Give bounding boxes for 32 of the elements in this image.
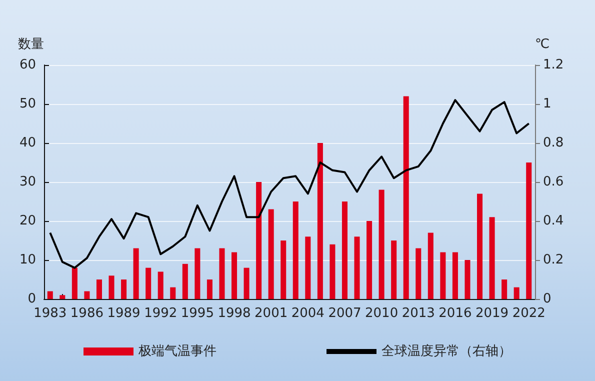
y2-axis-title: ℃ [535, 37, 550, 52]
legend-label: 极端气温事件 [138, 344, 216, 359]
y-tick-label: 50 [19, 96, 36, 112]
y-tick-label: 30 [19, 174, 36, 190]
x-tick-label: 2019 [475, 306, 509, 321]
x-tick-label: 2007 [328, 306, 362, 321]
x-tick-label: 1995 [180, 306, 214, 321]
y2-tick-label: 0.6 [543, 174, 564, 190]
x-tick-label: 1992 [144, 306, 178, 321]
y2-tick-label: 0 [543, 292, 552, 306]
x-tick-label: 1989 [107, 306, 140, 321]
y-axis-title: 数量 [18, 37, 44, 52]
x-tick-label: 2013 [402, 306, 435, 321]
x-tick-label: 2016 [438, 306, 472, 321]
x-tick-label: 2010 [365, 306, 398, 321]
y2-tick-label: 1 [543, 96, 552, 112]
x-tick-label: 2004 [291, 306, 324, 321]
x-tick-label: 1998 [218, 306, 251, 321]
x-tick-label: 2022 [512, 306, 546, 321]
y-tick-label: 40 [19, 136, 36, 150]
y-tick-label: 10 [19, 252, 36, 268]
y-tick-label: 0 [28, 292, 36, 306]
x-tick-label: 1986 [70, 306, 104, 321]
y-tick-label: 60 [19, 58, 36, 72]
y2-tick-label: 1.2 [543, 58, 564, 72]
legend-label: 全球温度异常（右轴） [382, 343, 512, 359]
y2-tick-label: 0.2 [543, 252, 564, 268]
x-tick-label: 2001 [254, 306, 288, 321]
x-tick-label: 1983 [34, 306, 67, 321]
y-tick-label: 20 [19, 214, 36, 228]
y2-tick-label: 0.4 [543, 214, 564, 228]
y2-tick-label: 0.8 [543, 136, 564, 150]
